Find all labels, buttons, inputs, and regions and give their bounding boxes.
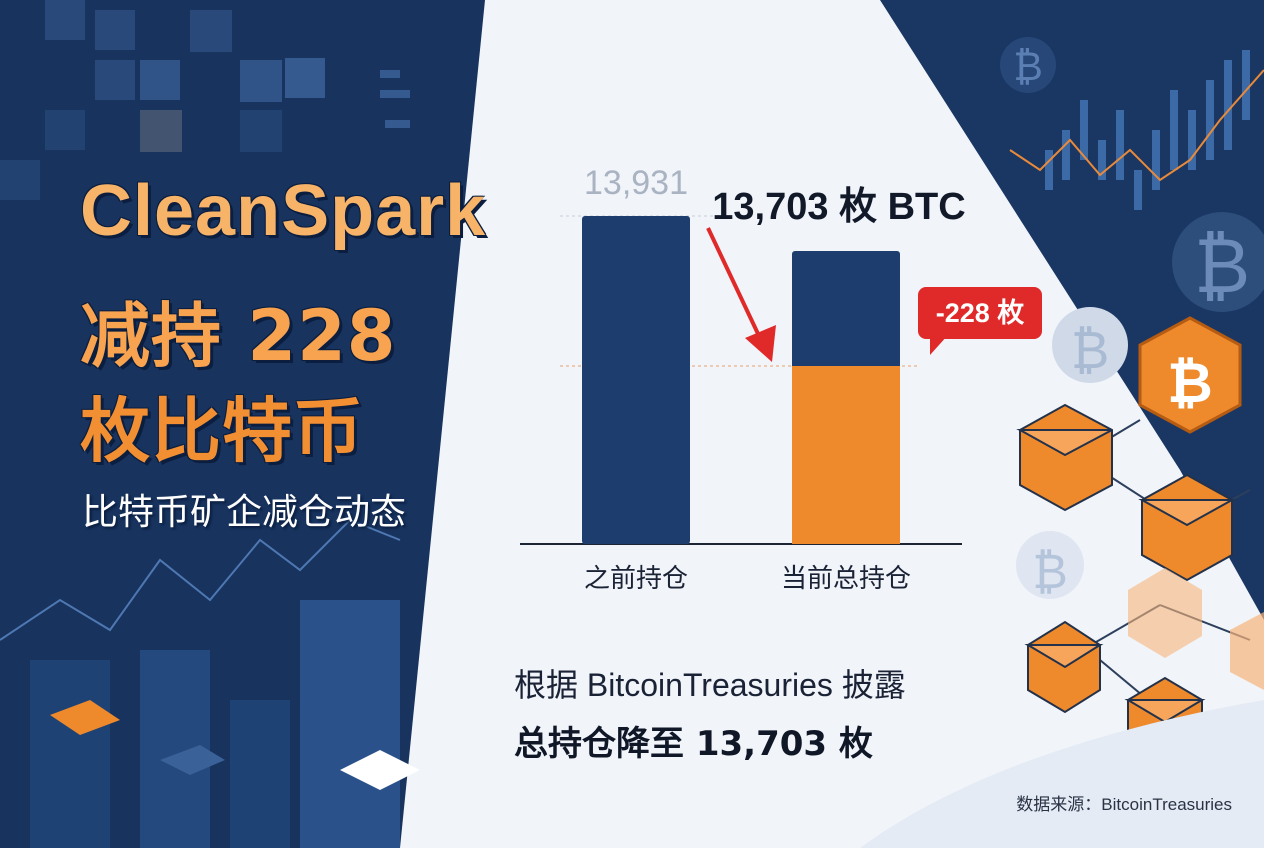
category-label-current: 当前总持仓 — [781, 564, 911, 594]
category-label-previous: 之前持仓 — [584, 564, 688, 594]
bitcoin-coin-icon: ₿ ₿ ₿ ₿ — [1000, 37, 1264, 600]
hexagon-block-icon: ₿ — [1138, 316, 1242, 434]
svg-text:₿: ₿ — [1013, 44, 1043, 90]
svg-text:₿: ₿ — [1194, 221, 1250, 310]
svg-text:-228 枚: -228 枚 — [936, 298, 1025, 328]
bar-current-holdings-reduced-segment — [792, 366, 900, 544]
candlestick-chart-icon — [1045, 50, 1250, 210]
headline-company: CleanSpark — [80, 171, 487, 251]
svg-text:₿: ₿ — [1071, 321, 1110, 381]
disclosure-note: 根据 BitcoinTreasuries 披露 — [514, 667, 906, 703]
trend-line — [1009, 69, 1264, 182]
headline-reduction: 减持 228 — [80, 295, 397, 377]
left-blocks — [30, 600, 420, 848]
data-label-current: 13,703 枚 BTC — [712, 186, 965, 228]
bottom-right-curve — [860, 700, 1264, 848]
subtitle: 比特币矿企减仓动态 — [82, 492, 407, 533]
bar-previous-holdings — [582, 216, 690, 544]
change-callout: -228 枚 — [918, 287, 1042, 355]
decrease-arrow-icon — [706, 227, 776, 362]
source-credit: 数据来源：BitcoinTreasuries — [1016, 795, 1232, 814]
headline-bitcoin: 枚比特币 — [80, 390, 364, 472]
data-label-previous: 13,931 — [584, 164, 688, 202]
svg-text:₿: ₿ — [1032, 544, 1068, 600]
svg-text:₿: ₿ — [1167, 351, 1213, 416]
right-dark-panel — [880, 0, 1264, 620]
pixel-squares — [0, 0, 410, 200]
holdings-note: 总持仓降至 13,703 枚 — [514, 724, 873, 764]
left-line-chart — [0, 518, 401, 641]
